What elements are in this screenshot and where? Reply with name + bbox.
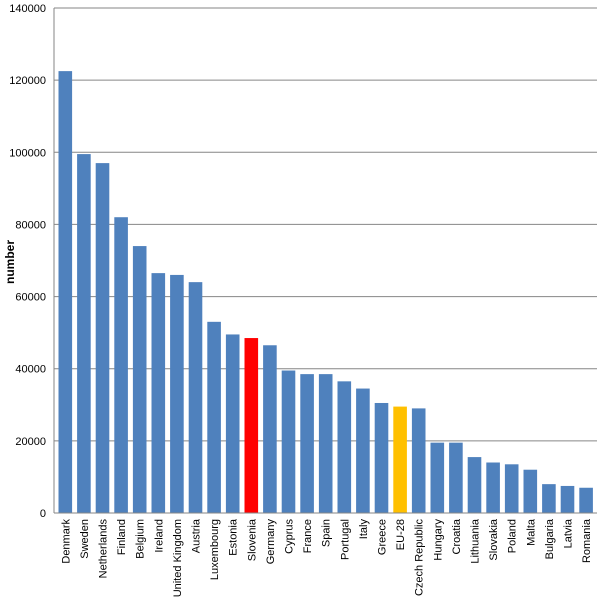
x-tick-label: France bbox=[302, 519, 314, 553]
x-tick-label: Spain bbox=[321, 519, 333, 547]
bar-france bbox=[300, 374, 314, 513]
x-tick-label: Austria bbox=[191, 518, 203, 553]
bar-slovakia bbox=[486, 462, 500, 513]
bar-hungary bbox=[430, 442, 445, 513]
bar-slovenia bbox=[244, 338, 259, 513]
x-tick-label: EU-28 bbox=[395, 519, 407, 550]
bars bbox=[58, 71, 593, 514]
bar-italy bbox=[356, 388, 370, 513]
x-tick-label: Hungary bbox=[432, 519, 444, 561]
x-tick-label: Latvia bbox=[563, 518, 575, 548]
bar-netherlands bbox=[95, 163, 110, 513]
x-tick-label: Czech Republic bbox=[414, 519, 426, 597]
y-tick-label: 140000 bbox=[9, 3, 46, 15]
bar-croatia bbox=[449, 442, 463, 513]
x-axis-ticks: Denmark Sweden Netherlands Finland Belgium Ir… bbox=[60, 518, 593, 597]
y-axis-label: number bbox=[3, 240, 17, 284]
x-tick-label: United Kingdom bbox=[172, 519, 184, 597]
x-tick-label: Denmark bbox=[60, 519, 72, 564]
y-axis-ticks: 0 20000 40000 60000 80000 100000 120000 140000 bbox=[9, 3, 46, 520]
x-tick-label: Netherlands bbox=[98, 519, 110, 579]
x-tick-label: Greece bbox=[377, 519, 389, 555]
bar-united-kingdom bbox=[170, 274, 184, 513]
bar-estonia bbox=[225, 334, 240, 513]
x-tick-label: Slovakia bbox=[488, 518, 500, 560]
bar-greece bbox=[374, 402, 389, 513]
x-tick-label: Finland bbox=[116, 519, 128, 555]
bar-sweden bbox=[77, 154, 91, 513]
bar-belgium bbox=[132, 246, 147, 514]
bar-poland bbox=[504, 464, 519, 513]
bar-lithuania bbox=[467, 457, 482, 513]
y-tick-label: 100000 bbox=[9, 147, 46, 159]
bar-malta bbox=[523, 469, 538, 513]
x-tick-label: Sweden bbox=[79, 519, 91, 559]
y-tick-label: 40000 bbox=[15, 364, 46, 376]
y-tick-label: 60000 bbox=[15, 292, 46, 304]
x-tick-label: Cyprus bbox=[284, 519, 296, 554]
x-tick-label: Germany bbox=[265, 519, 277, 565]
bar-eu-28 bbox=[393, 406, 407, 513]
x-tick-label: Bulgaria bbox=[544, 518, 556, 559]
y-tick-label: 20000 bbox=[15, 436, 46, 448]
x-tick-label: Ireland bbox=[153, 519, 165, 553]
bar-denmark bbox=[58, 71, 73, 513]
bar-finland bbox=[114, 217, 128, 513]
x-tick-label: Malta bbox=[525, 518, 537, 546]
y-tick-label: 0 bbox=[40, 508, 46, 520]
bar-portugal bbox=[337, 381, 352, 513]
x-tick-label: Slovenia bbox=[246, 518, 258, 561]
x-tick-label: Lithuania bbox=[470, 518, 482, 564]
x-tick-label: Belgium bbox=[135, 519, 147, 559]
bar-luxembourg bbox=[207, 321, 221, 513]
x-tick-label: Croatia bbox=[451, 518, 463, 554]
bar-czech-republic bbox=[411, 408, 426, 513]
x-tick-label: Poland bbox=[507, 519, 519, 553]
bar-latvia bbox=[560, 485, 575, 513]
bar-austria bbox=[188, 282, 203, 513]
x-tick-label: Estonia bbox=[228, 518, 240, 556]
x-tick-label: Luxembourg bbox=[209, 519, 221, 580]
x-tick-label: Romania bbox=[581, 518, 593, 563]
bar-romania bbox=[579, 487, 593, 513]
x-tick-label: Italy bbox=[358, 519, 370, 540]
bar-bulgaria bbox=[542, 484, 556, 513]
x-tick-label: Portugal bbox=[339, 519, 351, 560]
bar-spain bbox=[318, 374, 333, 513]
bar-cyprus bbox=[281, 370, 296, 513]
bar-ireland bbox=[151, 273, 166, 513]
bar-germany bbox=[263, 345, 277, 513]
y-tick-label: 80000 bbox=[15, 219, 46, 231]
y-tick-label: 120000 bbox=[9, 75, 46, 87]
